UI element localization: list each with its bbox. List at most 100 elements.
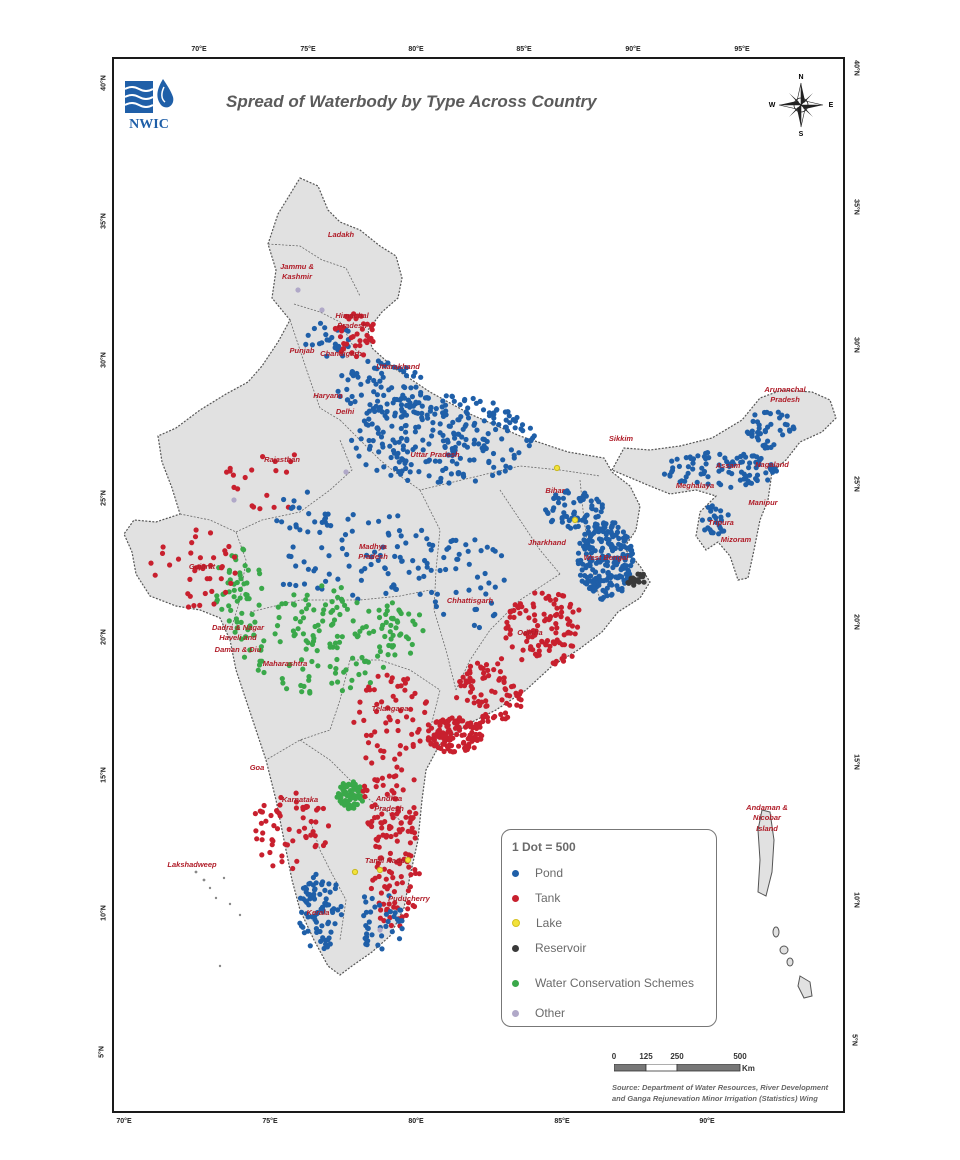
- waterbody-dot: [412, 835, 418, 841]
- waterbody-dot: [325, 823, 332, 829]
- waterbody-dot: [474, 737, 480, 744]
- waterbody-dot: [520, 647, 526, 653]
- waterbody-dot: [484, 438, 490, 445]
- waterbody-dot: [629, 547, 635, 554]
- waterbody-dot: [349, 393, 355, 400]
- waterbody-dot: [280, 581, 286, 588]
- waterbody-dot: [354, 600, 360, 606]
- waterbody-dot: [384, 401, 390, 407]
- waterbody-dot: [344, 784, 350, 790]
- waterbody-dot: [499, 436, 505, 442]
- waterbody-dot: [364, 552, 370, 558]
- waterbody-dot: [386, 514, 392, 520]
- waterbody-dot: [381, 392, 387, 398]
- waterbody-dot: [713, 506, 719, 512]
- waterbody-dot: [380, 429, 386, 435]
- waterbody-dot: [394, 783, 400, 789]
- waterbody-dot: [390, 437, 396, 443]
- waterbody-dot: [571, 500, 577, 506]
- label-odisha: Odisha: [517, 628, 543, 637]
- waterbody-dot: [317, 320, 324, 326]
- waterbody-dot: [410, 743, 416, 750]
- waterbody-dot: [428, 405, 434, 411]
- waterbody-dot: [274, 826, 281, 832]
- waterbody-dot: [441, 748, 447, 755]
- waterbody-dot: [378, 384, 384, 390]
- waterbody-dot: [379, 699, 385, 705]
- waterbody-dot: [360, 321, 367, 327]
- waterbody-dot: [442, 443, 448, 450]
- waterbody-dot: [705, 474, 711, 480]
- waterbody-dot: [394, 838, 400, 844]
- waterbody-dot: [386, 901, 392, 907]
- waterbody-dot: [468, 720, 474, 726]
- waterbody-dot: [449, 715, 455, 721]
- waterbody-dot: [784, 413, 790, 419]
- waterbody-dot: [351, 719, 357, 725]
- waterbody-dot: [426, 441, 432, 447]
- waterbody-dot: [611, 555, 617, 561]
- waterbody-dot: [230, 472, 236, 478]
- waterbody-dot: [358, 381, 364, 387]
- other-dot-icon: [512, 1009, 519, 1017]
- waterbody-dot: [456, 743, 462, 749]
- waterbody-dot: [389, 423, 395, 429]
- waterbody-dot: [539, 638, 545, 644]
- waterbody-dot: [383, 834, 389, 840]
- waterbody-dot: [390, 693, 396, 699]
- waterbody-dot: [258, 647, 264, 653]
- waterbody-dot: [385, 652, 391, 658]
- waterbody-dot: [503, 417, 509, 423]
- waterbody-dot: [259, 585, 265, 592]
- waterbody-dot: [592, 569, 599, 575]
- waterbody-dot: [416, 612, 423, 618]
- waterbody-dot: [542, 618, 548, 624]
- waterbody-dot: [467, 663, 474, 670]
- waterbody-dot: [516, 450, 522, 456]
- waterbody-dot: [267, 849, 273, 856]
- label-chandigarh: Chandigarh: [320, 349, 362, 358]
- waterbody-dot: [252, 619, 258, 625]
- waterbody-dot: [559, 609, 565, 615]
- waterbody-dot: [337, 393, 343, 399]
- waterbody-dot: [411, 777, 417, 783]
- waterbody-dot: [296, 828, 302, 834]
- waterbody-dot: [379, 775, 385, 781]
- waterbody-dot: [363, 755, 369, 761]
- waterbody-dot: [388, 922, 394, 929]
- compass-rose-icon: N S E W: [769, 74, 834, 138]
- waterbody-dot: [415, 729, 421, 735]
- waterbody-dot: [324, 944, 330, 950]
- waterbody-dot: [300, 631, 306, 637]
- waterbody-dot: [234, 579, 240, 586]
- scale-tick-0: 0: [611, 1052, 617, 1061]
- waterbody-dot: [685, 464, 692, 470]
- waterbody-dot: [595, 513, 601, 520]
- waterbody-dot: [630, 557, 636, 563]
- waterbody-dot: [332, 885, 338, 892]
- waterbody-dot: [609, 544, 615, 551]
- waterbody-dot: [458, 414, 464, 420]
- compass-e: E: [829, 102, 834, 109]
- waterbody-dot: [398, 402, 405, 408]
- waterbody-dot: [443, 412, 449, 418]
- waterbody-dot: [443, 566, 449, 573]
- waterbody-dot: [231, 587, 237, 593]
- waterbody-dot: [532, 617, 538, 624]
- label-andaman-line3: Island: [756, 824, 778, 833]
- waterbody-dot: [375, 673, 381, 679]
- waterbody-dot: [293, 616, 299, 622]
- waterbody-dot: [387, 909, 393, 915]
- waterbody-dot: [493, 426, 499, 433]
- waterbody-dot: [549, 626, 555, 632]
- waterbody-dot: [444, 546, 450, 552]
- waterbody-dot: [577, 498, 584, 504]
- waterbody-dot: [348, 805, 354, 811]
- waterbody-dot: [478, 548, 484, 554]
- waterbody-dot: [315, 663, 321, 669]
- waterbody-dot: [775, 409, 781, 415]
- waterbody-dot: [307, 943, 313, 949]
- waterbody-dot: [384, 408, 390, 415]
- waterbody-dot: [470, 678, 476, 684]
- waterbody-dot: [331, 617, 338, 623]
